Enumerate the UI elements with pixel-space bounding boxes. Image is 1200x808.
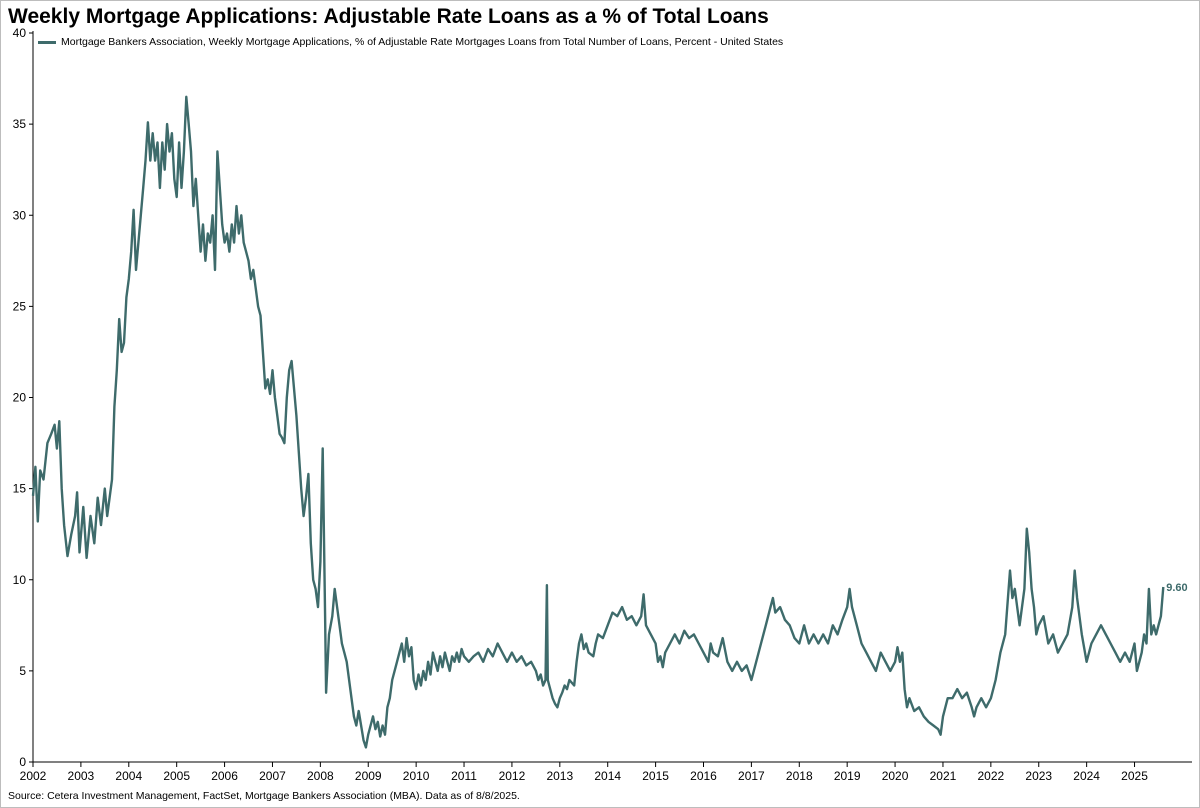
legend-label: Mortgage Bankers Association, Weekly Mor… — [61, 36, 784, 48]
x-tick-label: 2014 — [594, 769, 621, 783]
y-tick-label: 25 — [13, 299, 27, 313]
x-tick-label: 2006 — [211, 769, 238, 783]
x-tick-label: 2003 — [68, 769, 95, 783]
x-tick-label: 2017 — [738, 769, 765, 783]
y-tick-label: 40 — [13, 26, 27, 40]
y-tick-label: 35 — [13, 117, 27, 131]
x-tick-label: 2018 — [786, 769, 813, 783]
x-tick-label: 2021 — [930, 769, 957, 783]
x-tick-label: 2007 — [259, 769, 286, 783]
x-tick-label: 2016 — [690, 769, 717, 783]
y-tick-label: 0 — [19, 755, 26, 769]
y-tick-label: 10 — [13, 573, 27, 587]
legend-swatch — [38, 40, 56, 44]
x-tick-label: 2019 — [834, 769, 861, 783]
x-tick-label: 2012 — [499, 769, 526, 783]
y-tick-label: 20 — [13, 391, 27, 405]
x-tick-label: 2009 — [355, 769, 382, 783]
source-note: Source: Cetera Investment Management, Fa… — [8, 790, 520, 802]
y-tick-label: 30 — [13, 208, 27, 222]
x-tick-label: 2022 — [977, 769, 1004, 783]
x-tick-label: 2013 — [546, 769, 573, 783]
x-tick-label: 2010 — [403, 769, 430, 783]
y-tick-label: 15 — [13, 482, 27, 496]
legend: Mortgage Bankers Association, Weekly Mor… — [38, 36, 783, 48]
x-tick-label: 2008 — [307, 769, 334, 783]
x-tick-label: 2023 — [1025, 769, 1052, 783]
x-tick-label: 2024 — [1073, 769, 1100, 783]
x-tick-label: 2004 — [115, 769, 142, 783]
chart-title: Weekly Mortgage Applications: Adjustable… — [8, 5, 769, 28]
x-tick-label: 2002 — [20, 769, 47, 783]
x-tick-label: 2015 — [642, 769, 669, 783]
x-tick-label: 2005 — [163, 769, 190, 783]
series-line — [31, 95, 1165, 749]
last-value-label: 9.60 — [1166, 582, 1187, 594]
x-tick-label: 2025 — [1121, 769, 1148, 783]
x-tick-label: 2011 — [451, 769, 477, 783]
y-tick-label: 5 — [19, 664, 26, 678]
x-tick-label: 2020 — [882, 769, 909, 783]
